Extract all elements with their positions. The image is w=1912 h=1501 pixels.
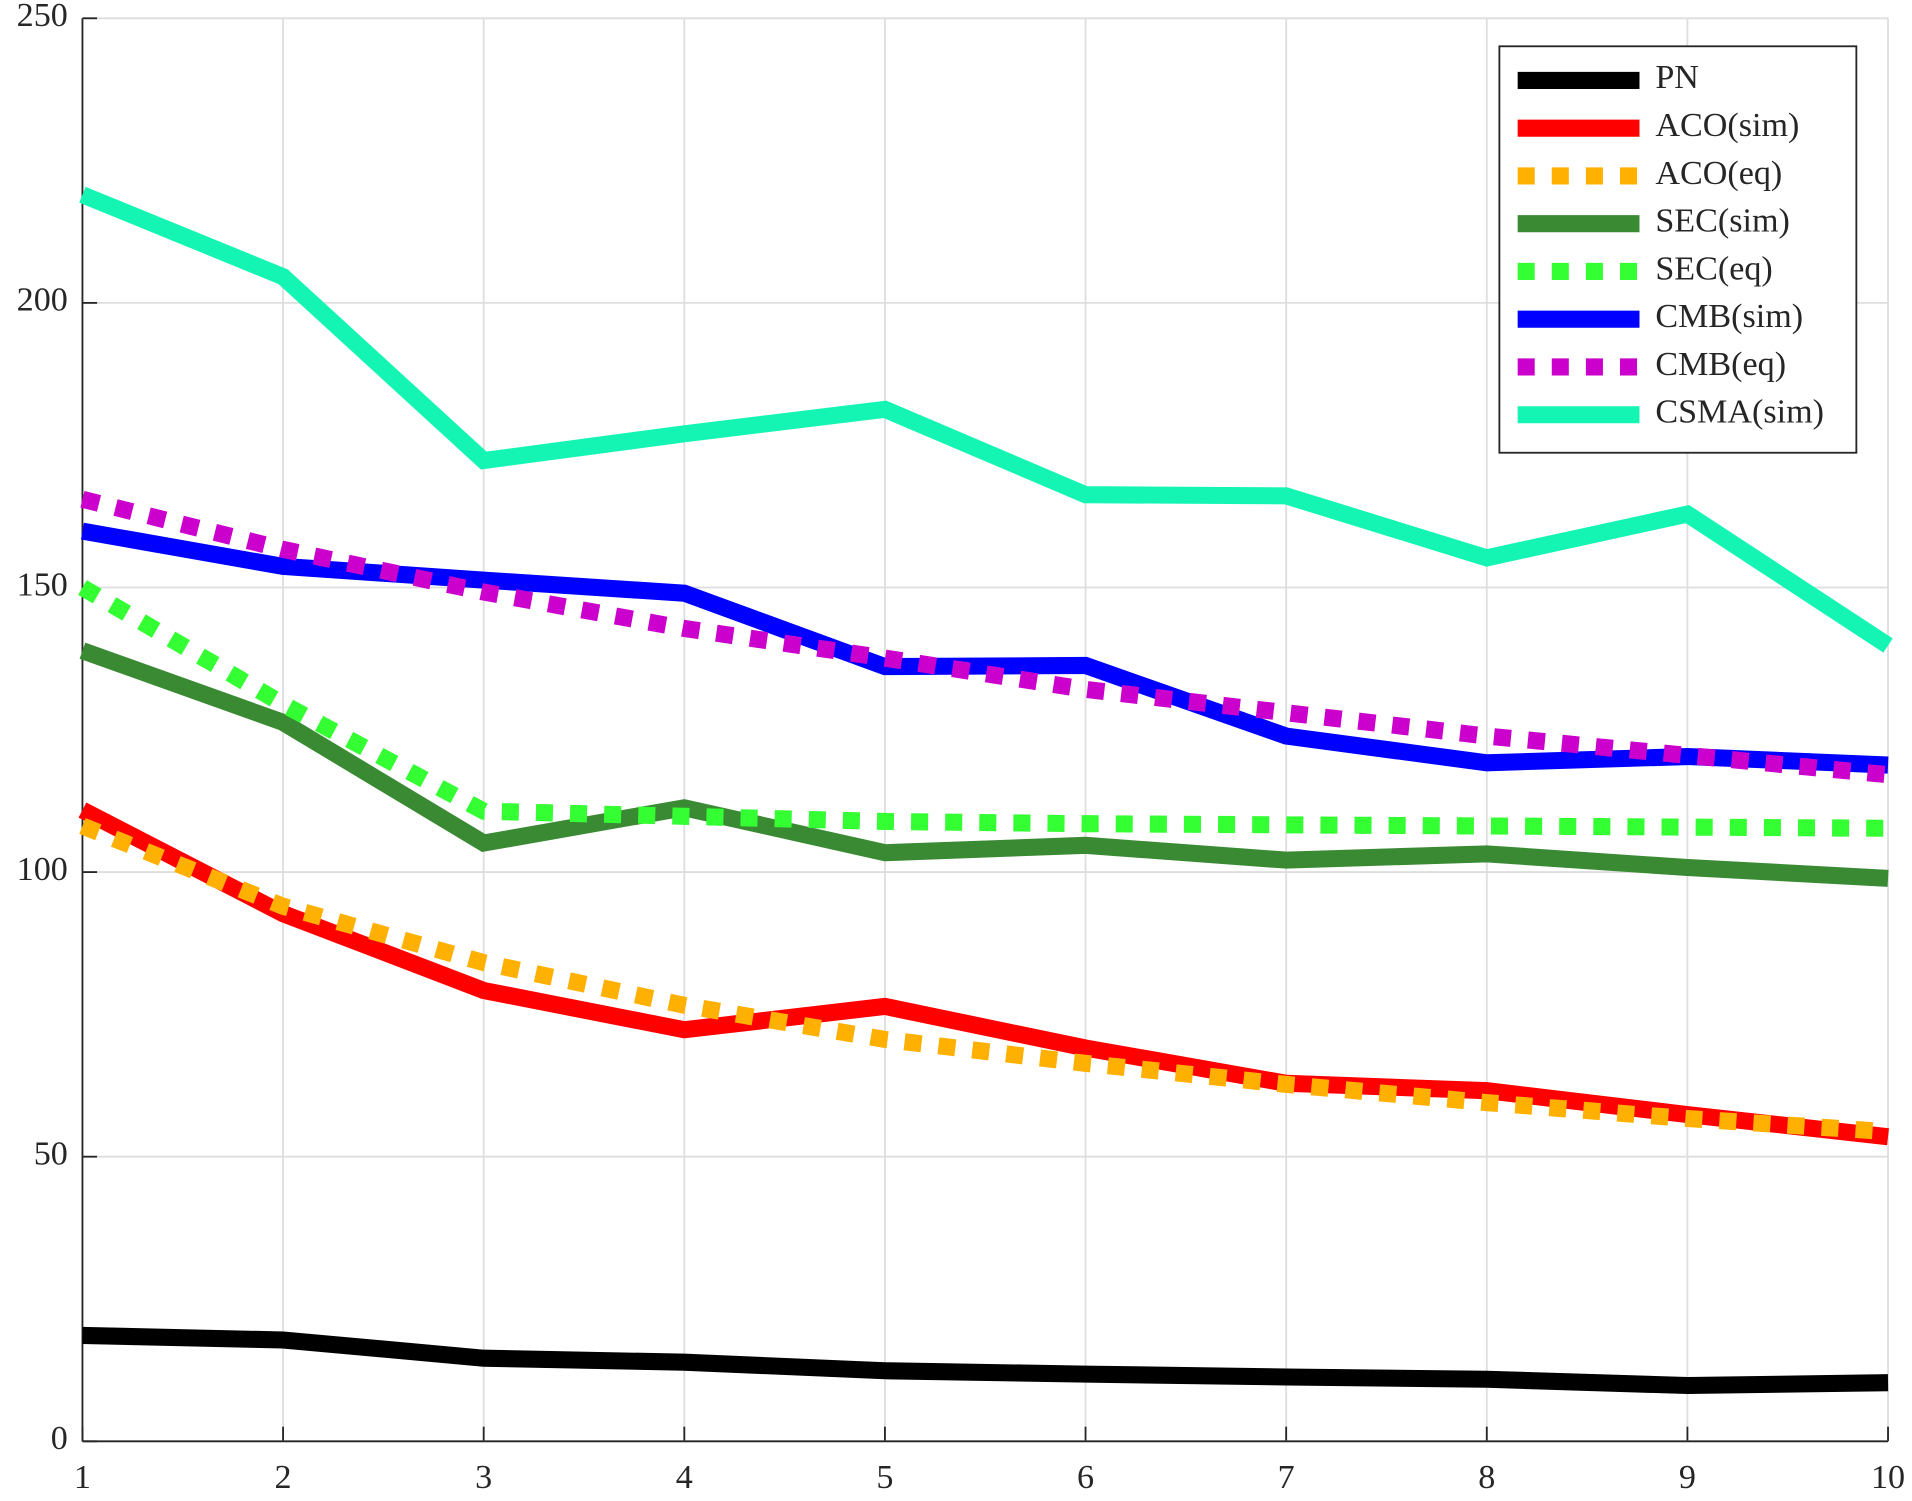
series-line bbox=[82, 1326, 1889, 1395]
x-tick-label: 1 bbox=[74, 1459, 91, 1496]
x-tick-label: 10 bbox=[1871, 1459, 1905, 1496]
series-line bbox=[79, 186, 1893, 653]
legend-label: PN bbox=[1655, 59, 1699, 96]
x-tick-label: 6 bbox=[1077, 1459, 1094, 1496]
legend-label: CMB(eq) bbox=[1655, 346, 1786, 383]
y-tick-label: 200 bbox=[17, 282, 68, 319]
x-tick-label: 2 bbox=[275, 1459, 292, 1496]
x-tick-label: 7 bbox=[1278, 1459, 1295, 1496]
legend-label: SEC(sim) bbox=[1655, 203, 1790, 240]
y-tick-label: 0 bbox=[51, 1420, 68, 1457]
y-tick-label: 250 bbox=[17, 0, 68, 34]
y-tick-label: 100 bbox=[17, 851, 68, 888]
x-tick-label: 9 bbox=[1679, 1459, 1696, 1496]
series-line bbox=[79, 642, 1889, 887]
legend-box bbox=[1498, 45, 1858, 454]
series-line bbox=[78, 580, 1889, 837]
series-line bbox=[79, 818, 1889, 1141]
legend-label: ACO(eq) bbox=[1655, 155, 1782, 192]
x-tick-label: 5 bbox=[876, 1459, 893, 1496]
legend: PN ACO(sim) ACO(eq) SEC(sim) SEC(eq) CMB(sim)… bbox=[1498, 45, 1858, 454]
y-tick-label: 150 bbox=[17, 566, 68, 603]
y-tick-label: 50 bbox=[34, 1136, 68, 1173]
x-tick-label: 4 bbox=[676, 1459, 693, 1496]
x-tick-label: 3 bbox=[475, 1459, 492, 1496]
legend-label: CSMA(sim) bbox=[1655, 394, 1824, 431]
legend-label: ACO(sim) bbox=[1655, 107, 1799, 144]
x-tick-label: 8 bbox=[1478, 1459, 1495, 1496]
legend-label: CMB(sim) bbox=[1655, 298, 1803, 335]
series-line bbox=[80, 490, 1889, 784]
legend-label: SEC(eq) bbox=[1655, 250, 1772, 287]
